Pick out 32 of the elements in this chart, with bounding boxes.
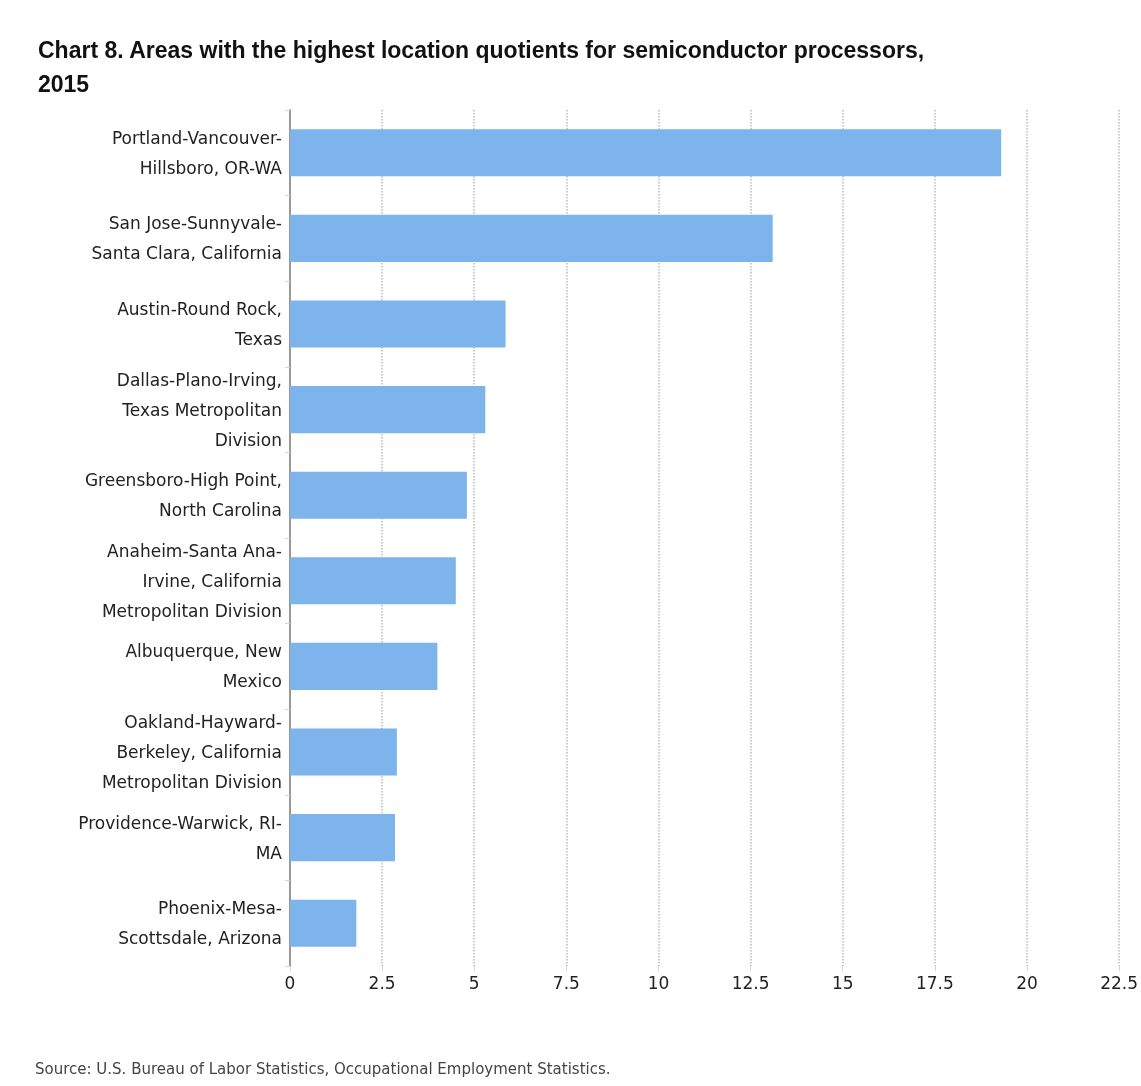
x-tick-label: 5 [468,972,480,993]
y-tick-label: Oakland-Hayward-Berkeley, California Metropolitan Division [101,712,282,792]
bar [290,471,467,519]
bar [290,386,486,434]
y-tick-label: Providence-Warwick, RI-MA [78,812,283,863]
x-tick-label: 20 [1016,972,1038,993]
y-tick-label: Albuquerque, New Mexico [125,641,283,692]
chart-title: Chart 8. Areas with the highest location quotients for semiconductor processors, 2015 [38,37,931,97]
y-tick-label: Austin-Round Rock, Texas [117,299,283,349]
bar [290,214,773,262]
bar [290,728,397,776]
bar [290,557,456,605]
x-tick-label: 10 [647,972,670,993]
x-tick-label: 17.5 [915,972,954,993]
y-tick-label: Greensboro-High Point, North Carolina [84,470,282,521]
y-tick-label: Phoenix-Mesa-Scottsdale, Arizona [118,898,282,949]
y-tick-label: Portland-Vancouver-Hillsboro, OR-WA [111,127,283,178]
bar [290,899,357,947]
x-tick-label: 7.5 [552,972,580,993]
y-tick-label: Dallas-Plano-Irving, Texas Metropolitan Division [116,369,282,450]
source-note: Source: U.S. Bureau of Labor Statistics, Occupational Employment Statistics. [35,1059,611,1078]
bar [290,642,438,690]
x-tick-label: 22.5 [1100,972,1138,993]
bar [290,300,506,348]
x-tick-label: 15 [831,972,854,993]
y-tick-label: San Jose-Sunnyvale-Santa Clara, California [91,213,282,264]
y-tick-label: Anaheim-Santa Ana-Irvine, California Metropolitan Division [101,540,282,621]
x-tick-label: 12.5 [731,972,770,993]
bar [290,814,396,862]
bar [290,129,1002,177]
x-tick-label: 0 [284,972,296,993]
x-tick-label: 2.5 [368,972,396,993]
